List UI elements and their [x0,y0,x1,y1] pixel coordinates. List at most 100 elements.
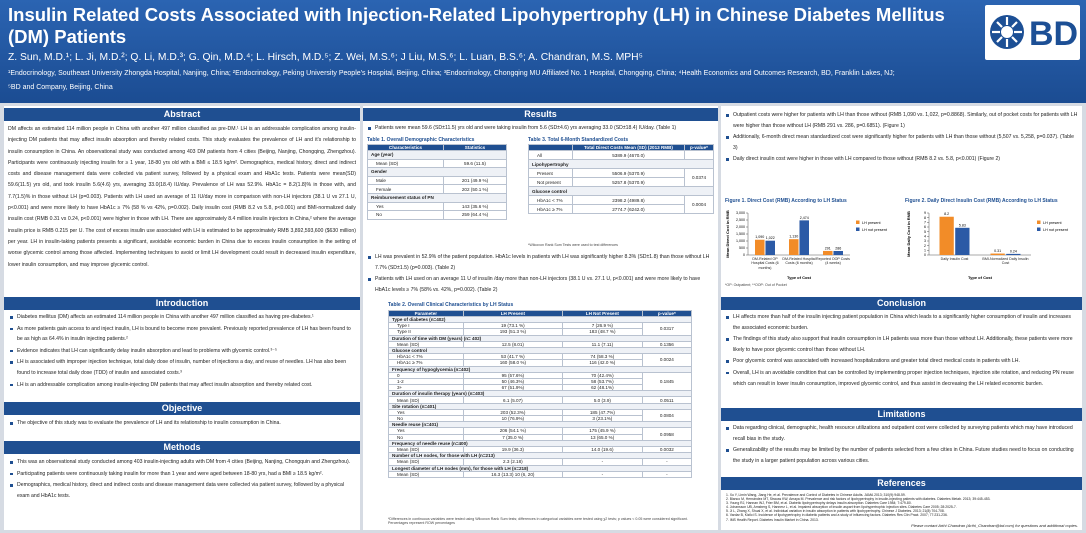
table-cell: 2774.7 (6242.0) [571,204,685,214]
table-row: All 5389.9 (4670.0) [528,150,715,160]
bullet: The objective of this study was to evalu… [8,418,356,429]
reference: 6. Vardar B, Kizilci S. Incidence of lip… [726,513,948,518]
x-axis-label: Type of Cost [968,275,993,280]
bullet: LH was prevalent in 52.9% of the patient… [366,252,716,273]
table-row: HbA1c < 7% 2398.2 (4989.8) 0.0004 [528,195,715,214]
table-cell: HbA1c ≥ 7% [528,204,573,214]
table-cell: Not present [528,177,573,187]
value-label: 291 [825,246,831,250]
legend-swatch [856,227,860,231]
bullet: Patients with LH used on an average 11 U… [366,274,716,295]
legend-label: LH present [862,221,882,225]
table-row: Yes 203 (52.3%) 185 (47.7%) 0.0804 [388,408,693,423]
table-cell: Male [367,175,444,186]
bar [799,220,809,255]
x-axis-label: Type of Cost [787,275,812,280]
p-value-cell: 0.0804 [641,408,693,423]
value-label: 2,474 [800,216,809,220]
reference: 3. Young RJ, Hannan WJ, Frier BM, et al.… [726,501,912,506]
header-band [0,0,1086,103]
table-cell: Present [528,168,573,178]
section-row: Lipohypertrophy [528,159,714,169]
section-heading: Abstract [4,108,360,121]
logo-mark: BD [990,15,1078,53]
p-value-cell [683,150,715,160]
y-tick-label: 3,000 [736,211,745,215]
header-cell: Statistics [443,144,507,151]
logo-text: BD [1029,15,1078,53]
figure-footnote: *OP: Outpatient; **OOP: Out of Pocket [725,283,787,287]
section-cell: Gender [367,167,507,177]
table-row: No 7 (35.0 %) 13 (65.0 %) [388,433,692,441]
bullet: Diabetes mellitus (DM) affects an estima… [8,312,356,323]
logo: BD [985,5,1080,60]
table-cell: 5506.9 (5370.9) [571,168,685,178]
bar [833,250,843,255]
section-cell: Reimbursement status of PN [367,192,507,203]
value-label: 8.2 [944,212,949,216]
section-heading: Introduction [4,297,360,310]
value-label: 5.83 [959,223,966,227]
table-cell: Mean (SD) [367,158,444,169]
reference: 4. Johansson UB, Amsberg S, Hannerz L, e… [726,505,957,510]
table-row: Male 201 (49.9 %) [367,175,507,186]
table-cell: 5257.8 (5370.9) [571,177,685,187]
p-value-cell: 0.0004 [683,195,715,214]
table-cell: - [562,470,643,478]
table-cell: 16.3 (13.3) 10 (6, 20) [462,470,564,478]
p-value-cell: 0.0024 [641,353,693,367]
figure-title: Figure 2. Daily Direct Insulin Cost (RMB… [905,198,1058,204]
bar [755,239,765,255]
y-axis-label: Mean Daily Cost in RMB [906,211,911,257]
bar [765,240,775,255]
table: Total Direct Costs Mean (SD) (2013 RMB) p… [528,144,715,214]
section-cell: Lipohypertrophy [528,159,714,169]
section-heading: Methods [4,441,360,454]
bullet-list: Patients were mean 59.6 (SD±11.5) yrs ol… [366,123,716,135]
section-row: Age (year) [367,150,507,160]
chart: 0 500 1,000 1,500 2,000 2,500 3,000 Mean Direct… [725,210,888,280]
bullet: Demographics, medical history, direct an… [8,480,356,501]
bullet: Evidence indicates that LH can significa… [8,346,356,357]
bar [789,239,799,255]
bullet: Poor glycemic control was associated wit… [724,356,1079,367]
bullet-list: Data regarding clinical, demographic, he… [724,423,1079,467]
y-tick-label: 8 [924,216,926,220]
table-title: Table 3. Total 6-Month Standardized Cost… [528,137,629,143]
table-cell: No [367,210,444,220]
table-row: Female 202 (50.1 %) [367,184,507,194]
section-heading: Conclusion [721,297,1082,310]
figure: 0 1 2 3 4 5 6 7 8 9 Mean Daily Cost in RMB Type of … [903,205,1081,281]
x-tick-label: DM-Related Hospital Costs (6 months) [782,257,816,266]
y-tick-label: 2,000 [736,225,745,229]
poster-title: Insulin Related Costs Associated with In… [8,4,945,47]
p-value-cell: 0.1845 [641,371,693,392]
value-label: 286 [835,246,841,250]
p-value-cell: 0.0958 [641,427,693,441]
table-row: Yes 143 (35.6 %) [367,201,507,212]
value-label: 1,130 [789,235,798,239]
table: Characteristics Statistics Age (year) Mean … [367,144,507,220]
y-tick-label: 0 [924,253,926,257]
value-label: 0.24 [1010,249,1017,253]
bullet-list: LH was prevalent in 52.9% of the patient… [366,252,716,296]
x-tick-label: Daily Insulin Cost [940,257,969,261]
bar [990,253,1005,255]
y-tick-label: 1,500 [736,232,745,236]
table-cell: Mean (SD) [388,470,464,478]
section-heading: Results [363,108,718,121]
bullet: As more patients gain access to and inje… [8,324,356,345]
table-title: Table 2. Overall Clinical Characteristic… [388,302,514,308]
bullet: This was an observational study conducte… [8,457,356,468]
affiliation: ¹Endocrinology, Southeast University Zho… [8,70,895,77]
section-heading: References [721,477,1082,490]
section-row: Gender [367,167,507,177]
bullet: Daily direct insulin cost were higher in… [724,154,1079,165]
value-label: 1,090 [755,235,764,239]
value-label: 0.31 [994,249,1001,253]
reference-list: 1. Xu Y, Limin Wang, Jiang He, et al. Pr… [726,493,1078,522]
section-row: Reimbursement status of PN [367,192,507,203]
y-tick-label: 6 [924,225,926,229]
p-value-cell: - [641,470,693,478]
